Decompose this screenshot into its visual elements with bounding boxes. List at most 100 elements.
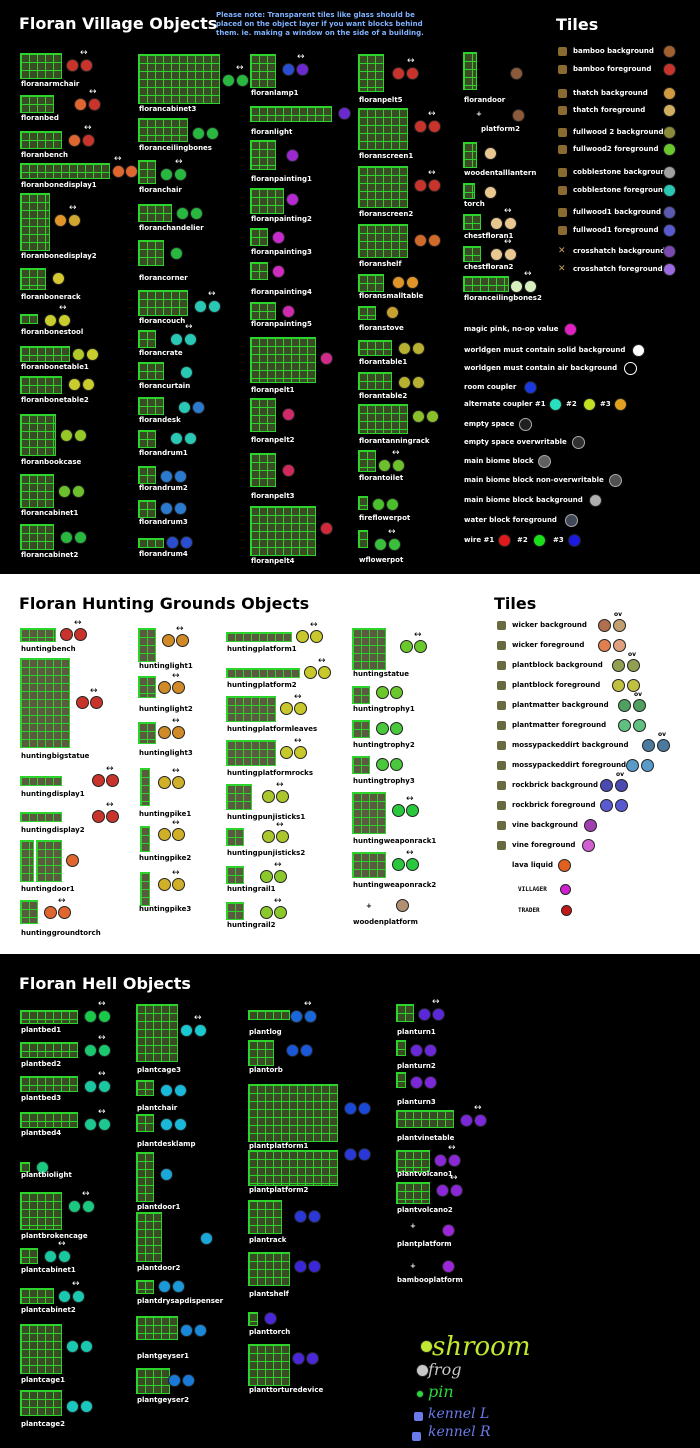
object-sprite	[20, 376, 62, 394]
marker-dot	[304, 1010, 317, 1023]
object-sprite	[248, 1312, 258, 1326]
marker-dot	[392, 67, 405, 80]
object-label: floranlight	[251, 128, 293, 136]
marker-dot	[180, 1024, 193, 1037]
marker-dot	[52, 272, 65, 285]
tile-label: rockbrick background	[512, 781, 598, 789]
object-label: chestfloran1	[464, 232, 514, 240]
object-label: huntingdisplay1	[21, 790, 85, 798]
object-sprite	[358, 530, 368, 548]
marker-dot	[200, 1232, 213, 1245]
marker-dot	[68, 1200, 81, 1213]
object-sprite	[250, 54, 276, 88]
object-sprite	[20, 658, 70, 748]
tile-swatch-icon: ✕	[558, 264, 566, 274]
marker-dot	[106, 810, 119, 823]
overwrite-flag: ov	[658, 731, 667, 738]
tile-swatch-icon	[497, 761, 506, 770]
object-sprite	[352, 720, 370, 738]
tile-swatch-icon	[558, 186, 567, 195]
kennel-r-marker	[412, 1432, 421, 1441]
tile-color-dot	[663, 245, 676, 258]
tile-color-dot	[598, 639, 611, 652]
tile-swatch-icon	[558, 168, 567, 177]
marker-dot	[392, 459, 405, 472]
tile-color-dot	[633, 699, 646, 712]
tile-color-dot	[582, 839, 595, 852]
tile-label: bamboo background	[573, 47, 654, 55]
arrow-icon: ↔	[276, 780, 284, 790]
arrow-icon: ↔	[310, 620, 318, 630]
marker-dot	[338, 107, 351, 120]
object-sprite	[138, 500, 156, 518]
marker-dot	[524, 280, 537, 293]
object-label: floranpelt1	[251, 386, 295, 394]
object-sprite	[36, 840, 62, 882]
marker-dot	[66, 59, 79, 72]
marker-dot	[390, 722, 403, 735]
marker-dot	[160, 502, 173, 515]
marker-dot	[80, 59, 93, 72]
marker-dot	[286, 193, 299, 206]
object-label: floranbonedisplay1	[21, 181, 97, 189]
object-sprite	[138, 290, 188, 316]
marker-dot	[434, 1154, 447, 1167]
tile-swatch-icon	[558, 128, 567, 137]
marker-dot	[320, 522, 333, 535]
object-label: floranscreen1	[359, 152, 414, 160]
object-label: florancrate	[139, 349, 183, 357]
marker-dot	[174, 502, 187, 515]
object-sprite	[358, 450, 376, 472]
object-sprite	[138, 54, 220, 104]
marker-dot	[396, 899, 409, 912]
object-label: floranpelt2	[251, 436, 295, 444]
legend-label: main biome block non-overwritable	[464, 476, 604, 484]
arrow-icon: ↔	[98, 1107, 106, 1117]
object-sprite	[138, 430, 156, 448]
legend-color-dot	[564, 323, 577, 336]
object-sprite	[20, 628, 56, 642]
tile-color-dot	[663, 263, 676, 276]
object-label: floranceilingbones2	[464, 294, 542, 302]
marker-dot	[426, 410, 439, 423]
object-sprite	[136, 1080, 154, 1096]
marker-dot	[60, 429, 73, 442]
arrow-icon: ↔	[276, 820, 284, 830]
object-sprite	[352, 756, 370, 774]
arrow-icon: ↔	[90, 686, 98, 696]
tile-color-dot	[663, 206, 676, 219]
marker-dot	[286, 1044, 299, 1057]
marker-dot	[410, 1044, 423, 1057]
object-label: floranbonestool	[21, 328, 84, 336]
marker-dot	[236, 74, 249, 87]
object-sprite	[20, 95, 54, 113]
marker-dot	[386, 498, 399, 511]
object-sprite	[136, 1114, 154, 1132]
object-label: plantrack	[249, 1236, 287, 1244]
object-sprite	[358, 54, 384, 92]
marker-dot	[174, 470, 187, 483]
legend-label: main biome block	[464, 457, 534, 465]
arrow-icon: ↔	[414, 630, 422, 640]
marker-dot	[392, 804, 405, 817]
arrow-icon: ↔	[58, 1239, 66, 1249]
arrow-icon: ↔	[98, 1033, 106, 1043]
object-label: plantcage3	[137, 1066, 181, 1074]
marker-dot	[392, 858, 405, 871]
tile-color-dot	[615, 779, 628, 792]
object-sprite	[250, 302, 276, 320]
marker-dot	[442, 1260, 455, 1273]
object-label: planttorturedevice	[249, 1386, 324, 1394]
object-sprite	[358, 224, 408, 258]
object-label: plantcage2	[21, 1420, 65, 1428]
object-sprite	[463, 183, 475, 199]
object-label: floranbonedisplay2	[21, 252, 97, 260]
legend-label: #2	[566, 400, 577, 408]
marker-dot	[374, 538, 387, 551]
tile-label: wicker background	[512, 621, 587, 629]
object-sprite	[20, 474, 54, 508]
object-label: florantable1	[359, 358, 408, 366]
marker-dot	[194, 1024, 207, 1037]
tile-swatch-icon	[497, 741, 506, 750]
marker-dot	[158, 878, 171, 891]
